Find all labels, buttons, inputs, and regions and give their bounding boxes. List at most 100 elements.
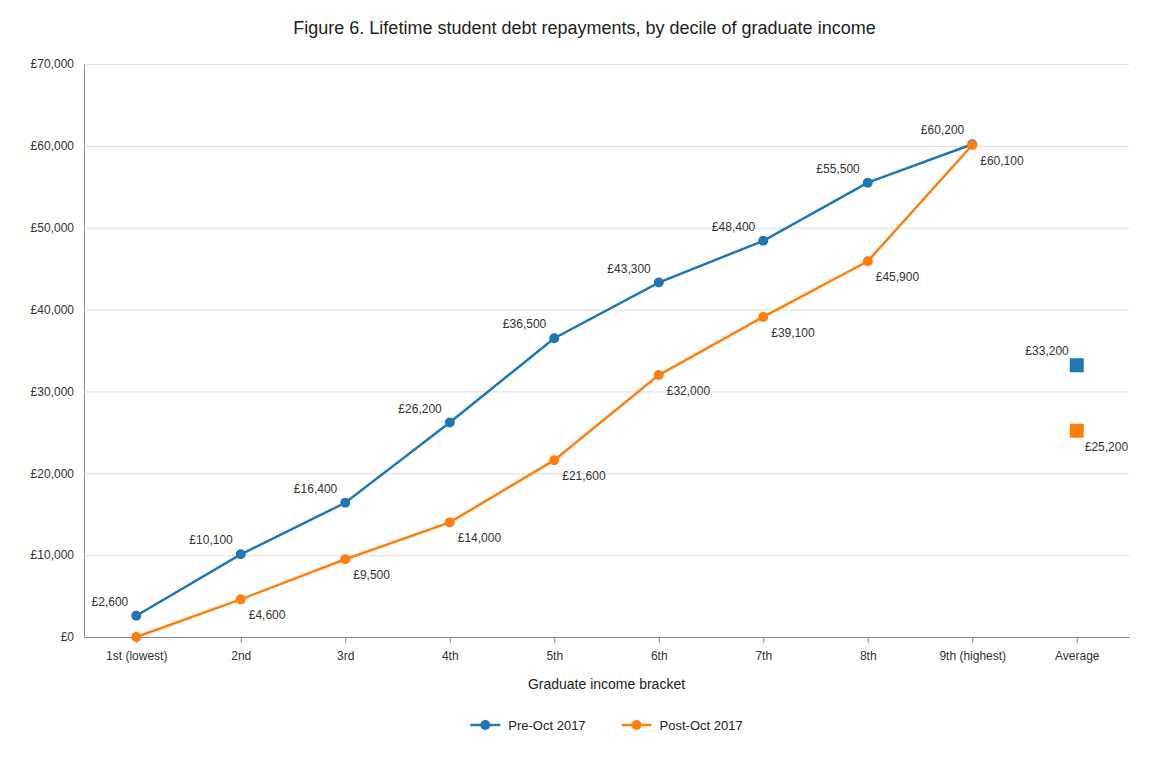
series-3 (1070, 424, 1084, 438)
grid-line (84, 228, 1129, 229)
x-tick-mark (1077, 637, 1078, 643)
x-tick-mark (659, 637, 660, 643)
y-tick: £40,000 (31, 303, 1129, 317)
x-axis-title: Graduate income bracket (528, 676, 685, 692)
x-tick-label: Average (1055, 649, 1100, 663)
x-tick-label: 8th (860, 649, 877, 663)
point-marker (131, 632, 141, 642)
legend: Pre-Oct 2017 Post-Oct 2017 (470, 718, 742, 733)
x-tick-label: 4th (442, 649, 459, 663)
plot-area: £0 £10,000 £20,000 £30,000 £40,000 £50,000 £60… (31, 57, 1130, 662)
x-tick: Average (1055, 637, 1100, 663)
y-tick: £0 (61, 630, 1129, 644)
grid-line (84, 64, 1129, 65)
legend-label: Post-Oct 2017 (660, 718, 743, 733)
data-label: £2,600 (92, 595, 129, 609)
point-marker (236, 594, 246, 604)
point-marker (758, 312, 768, 322)
point-marker (549, 333, 559, 343)
x-tick-label: 2nd (231, 649, 251, 663)
x-tick: 6th (651, 637, 668, 663)
y-tick-label: £60,000 (31, 139, 75, 153)
data-label: £60,100 (980, 154, 1024, 168)
legend-label: Pre-Oct 2017 (508, 718, 585, 733)
y-tick: £10,000 (31, 548, 1129, 562)
data-label: £55,500 (816, 162, 860, 176)
x-tick-label: 5th (546, 649, 563, 663)
point-marker (340, 498, 350, 508)
x-tick: 5th (546, 637, 563, 663)
square-marker (1070, 424, 1084, 438)
data-label: £43,300 (607, 262, 651, 276)
data-label: £21,600 (562, 469, 606, 483)
x-tick-mark (241, 637, 242, 643)
series-0 (131, 139, 977, 620)
x-tick: 3rd (337, 637, 354, 663)
x-tick-label: 6th (651, 649, 668, 663)
point-marker (654, 370, 664, 380)
series-1 (131, 140, 977, 642)
x-tick-label: 7th (755, 649, 772, 663)
y-tick-label: £20,000 (31, 467, 75, 481)
chart-svg: Figure 6. Lifetime student debt repaymen… (0, 0, 1169, 757)
data-label: £10,100 (189, 533, 233, 547)
x-tick-mark (763, 637, 764, 643)
legend-swatch-marker (480, 720, 490, 730)
series-2 (1070, 358, 1084, 372)
y-tick-label: £50,000 (31, 221, 75, 235)
x-tick: 7th (755, 637, 772, 663)
data-label: £36,500 (503, 317, 547, 331)
x-tick: 2nd (231, 637, 251, 663)
x-tick-mark (972, 637, 973, 643)
point-marker (340, 554, 350, 564)
x-tick-mark (554, 637, 555, 643)
point-marker (236, 549, 246, 559)
marks (131, 139, 1084, 642)
data-label: £26,200 (398, 402, 442, 416)
point-marker (863, 256, 873, 266)
data-label: £39,100 (771, 326, 815, 340)
point-marker (967, 140, 977, 150)
x-tick-label: 9th (highest) (939, 649, 1006, 663)
data-labels: £2,600 £10,100 £16,400 £26,200 £36,500 £43,30… (92, 123, 1129, 622)
chart-title: Figure 6. Lifetime student debt repaymen… (293, 18, 875, 38)
grid-line (84, 473, 1129, 474)
x-tick-label: 3rd (337, 649, 354, 663)
data-label: £60,200 (921, 123, 965, 137)
point-marker (758, 236, 768, 246)
y-tick: £50,000 (31, 221, 1129, 235)
data-label: £32,000 (667, 384, 711, 398)
data-label: £33,200 (1025, 344, 1069, 358)
legend-item: Pre-Oct 2017 (470, 718, 585, 733)
y-tick: £30,000 (31, 385, 1129, 399)
y-tick-label: £0 (61, 630, 75, 644)
x-tick-label: 1st (lowest) (106, 649, 167, 663)
data-label: £4,600 (249, 608, 286, 622)
point-marker (549, 455, 559, 465)
data-label: £45,900 (876, 270, 920, 284)
y-tick-label: £40,000 (31, 303, 75, 317)
y-tick-label: £70,000 (31, 57, 75, 71)
x-tick: 4th (442, 637, 459, 663)
data-label: £9,500 (353, 568, 390, 582)
data-label: £48,400 (712, 220, 756, 234)
point-marker (967, 139, 977, 149)
data-label: £16,400 (294, 482, 338, 496)
x-axis: 1st (lowest) 2nd 3rd 4th 5th 6th 7th 8th 9th (hi… (85, 637, 1130, 663)
data-label: £25,200 (1085, 440, 1129, 454)
y-axis: £0 £10,000 £20,000 £30,000 £40,000 £50,000 £60… (31, 57, 1129, 644)
series-line (136, 144, 972, 615)
x-tick: 9th (highest) (939, 637, 1006, 663)
square-marker (1070, 358, 1084, 372)
data-label: £14,000 (458, 531, 502, 545)
point-marker (654, 278, 664, 288)
grid-line (84, 391, 1129, 392)
x-tick-mark (345, 637, 346, 643)
legend-swatch-marker (632, 720, 642, 730)
point-marker (863, 178, 873, 188)
y-tick-label: £30,000 (31, 385, 75, 399)
y-tick: £70,000 (31, 57, 1129, 71)
legend-item: Post-Oct 2017 (622, 718, 743, 733)
x-tick: 8th (860, 637, 877, 663)
point-marker (445, 418, 455, 428)
